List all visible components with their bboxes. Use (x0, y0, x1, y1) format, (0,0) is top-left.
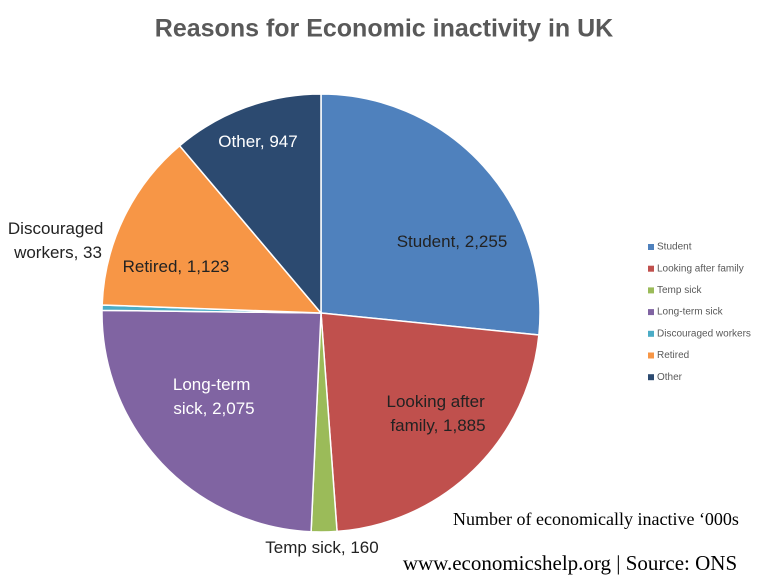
pie-slice (178, 93, 322, 316)
legend-label: Temp sick (657, 285, 702, 296)
legend-swatch (648, 287, 654, 294)
data-label: Other, 947 (218, 132, 297, 151)
legend-label: Retired (657, 350, 689, 361)
data-label: Discouraged workers, 33 (8, 219, 108, 262)
legend-swatch (648, 352, 654, 359)
data-label: Looking after family, 1,885 (386, 392, 489, 435)
data-label: Long-term sick, 2,075 (173, 375, 255, 418)
legend-label: Student (657, 242, 692, 253)
legend-swatch (648, 265, 654, 272)
legend-label: Other (657, 372, 683, 383)
note: Number of economically inactive ‘000s (453, 509, 739, 529)
legend-swatch (648, 374, 654, 381)
pie-slice (320, 93, 541, 336)
source: www.economicshelp.org | Source: ONS (403, 551, 737, 575)
legend-swatch (648, 244, 654, 250)
data-label: Temp sick, 160 (265, 538, 378, 557)
legend-label: Discouraged workers (657, 328, 751, 339)
legend-swatch (648, 330, 654, 337)
legend-swatch (648, 309, 654, 316)
pie-slice (101, 309, 322, 533)
pie-slice (320, 312, 540, 533)
pie-slice (101, 144, 323, 314)
legend-label: Long-term sick (657, 307, 724, 318)
legend-label: Looking after family (657, 263, 744, 274)
data-label: Retired, 1,123 (123, 257, 230, 276)
chart-title: Reasons for Economic inactivity in UK (155, 15, 613, 43)
data-label: Student, 2,255 (397, 232, 508, 251)
